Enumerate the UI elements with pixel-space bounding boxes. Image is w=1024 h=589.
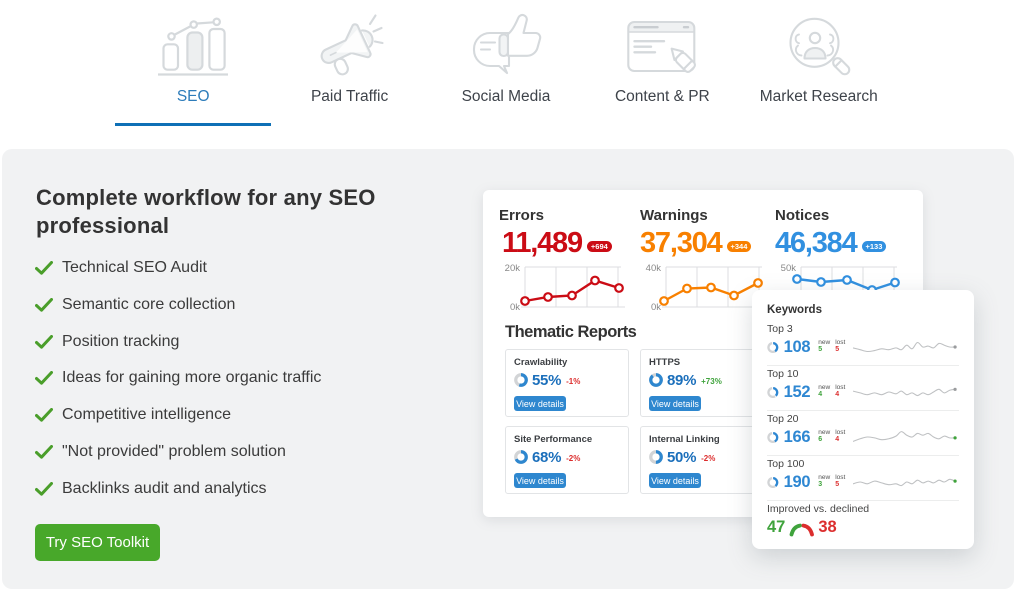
svg-text:0k: 0k <box>510 302 520 311</box>
svg-text:40k: 40k <box>646 263 662 274</box>
svg-text:20k: 20k <box>505 263 521 274</box>
svg-text:0k: 0k <box>651 302 661 311</box>
svg-text:50k: 50k <box>781 263 797 274</box>
